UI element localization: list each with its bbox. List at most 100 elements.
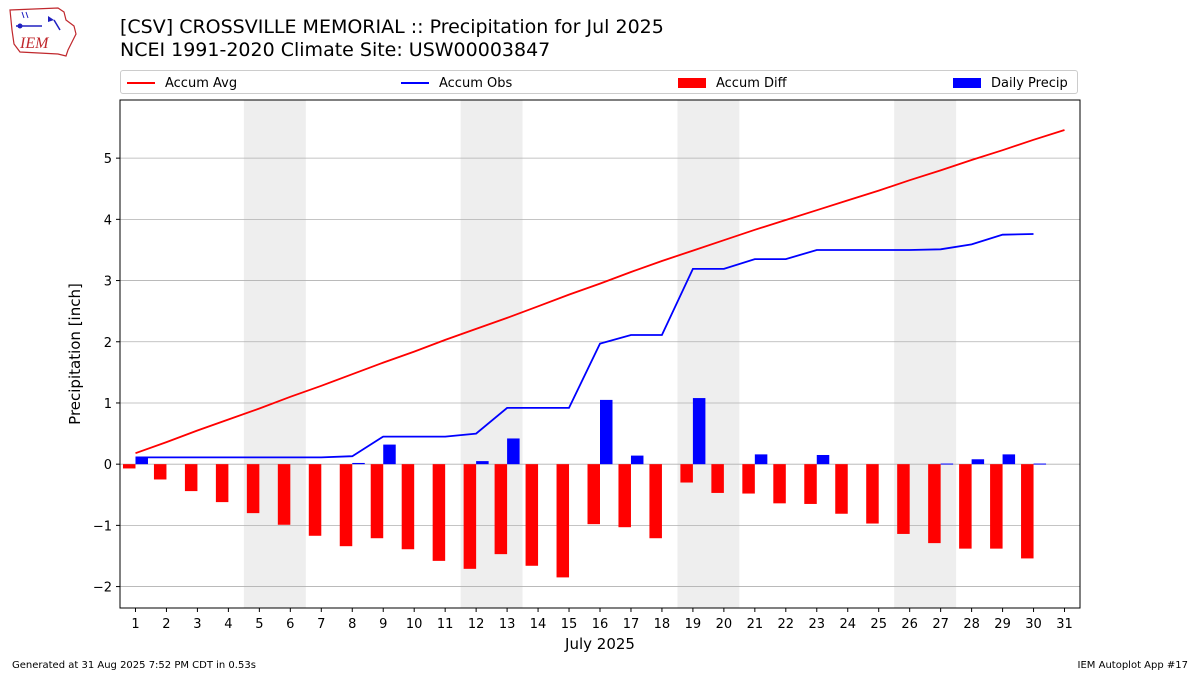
x-tick-label: 31 (1056, 617, 1073, 632)
legend-item-accum-diff: Accum Diff (678, 71, 787, 95)
x-tick-label: 29 (994, 617, 1011, 632)
accum-diff-bar (959, 464, 972, 549)
legend-label: Daily Precip (991, 75, 1068, 91)
generated-timestamp: Generated at 31 Aug 2025 7:52 PM CDT in … (12, 660, 256, 671)
daily-precip-bar (352, 462, 365, 465)
accum-diff-bar (339, 464, 353, 547)
accum-avg-line (135, 129, 1065, 455)
legend-swatch (127, 82, 155, 84)
daily-precip-bar (940, 463, 954, 465)
x-tick-label: 21 (747, 617, 764, 632)
x-tick-label: 28 (963, 617, 980, 632)
x-tick-label: 4 (224, 617, 232, 632)
daily-precip-bar (383, 444, 396, 465)
accum-diff-bar (277, 464, 291, 525)
y-tick-label: −1 (93, 519, 112, 534)
x-tick-label: 9 (379, 617, 387, 632)
accum-diff-bar (494, 464, 508, 555)
legend-item-accum-obs: Accum Obs (401, 71, 512, 95)
legend-swatch (401, 82, 429, 84)
x-axis-label: July 2025 (564, 635, 635, 653)
daily-precip-bar (754, 454, 768, 465)
legend-item-daily-precip: Daily Precip (953, 71, 1068, 95)
accum-diff-bar (711, 464, 724, 493)
accum-diff-bar (370, 464, 384, 539)
accum-diff-bar (184, 464, 198, 492)
accum-diff-bar (649, 464, 662, 539)
x-tick-label: 26 (901, 617, 918, 632)
accum-diff-bar (122, 464, 136, 469)
x-tick-label: 17 (623, 617, 640, 632)
x-tick-label: 15 (561, 617, 578, 632)
y-tick-label: 4 (104, 213, 112, 228)
logo-text: IEM (19, 35, 50, 52)
x-tick-label: 25 (870, 617, 887, 632)
accum-diff-bar (618, 464, 631, 528)
accum-diff-bar (525, 464, 539, 566)
daily-precip-bar (476, 461, 489, 465)
daily-precip-bar (135, 457, 148, 465)
accum-diff-bar (246, 464, 260, 514)
accum-diff-bar (215, 464, 229, 503)
x-tick-label: 20 (716, 617, 733, 632)
legend-label: Accum Avg (165, 75, 238, 91)
accum-diff-bar (990, 464, 1003, 549)
x-tick-label: 12 (468, 617, 485, 632)
accum-diff-bar (897, 464, 910, 534)
weekend-shade (243, 100, 306, 608)
accum-diff-bar (835, 464, 848, 514)
x-tick-label: 27 (932, 617, 949, 632)
weekend-shade (677, 100, 740, 608)
y-tick-label: −2 (93, 581, 112, 596)
legend-swatch (678, 78, 706, 88)
accum-diff-bar (773, 464, 786, 504)
accum-diff-bar (556, 464, 570, 578)
y-axis-label: Precipitation [inch] (66, 283, 84, 425)
accum-obs-line (135, 233, 1034, 459)
y-tick-label: 5 (104, 152, 112, 167)
chart-subtitle: NCEI 1991-2020 Climate Site: USW00003847 (120, 39, 551, 61)
x-tick-label: 1 (131, 617, 139, 632)
x-tick-label: 8 (348, 617, 356, 632)
legend-label: Accum Obs (439, 75, 513, 91)
daily-precip-bar (816, 454, 830, 465)
accum-diff-bar (401, 464, 415, 550)
iem-logo: IEM (8, 6, 80, 58)
x-tick-label: 13 (499, 617, 516, 632)
x-tick-label: 23 (809, 617, 826, 632)
daily-precip-bar (971, 459, 985, 465)
legend-item-accum-avg: Accum Avg (127, 71, 237, 95)
daily-precip-bar (1033, 463, 1047, 465)
accum-diff-bar (928, 464, 941, 544)
accum-diff-bar (680, 464, 693, 483)
x-tick-label: 19 (685, 617, 702, 632)
daily-precip-bar (692, 398, 706, 465)
daily-precip-bar (600, 399, 613, 465)
accum-diff-bar (866, 464, 879, 524)
x-tick-label: 24 (839, 617, 856, 632)
daily-precip-bar (507, 438, 520, 465)
accum-diff-bar (742, 464, 755, 494)
y-tick-label: 3 (104, 275, 112, 290)
x-tick-label: 7 (317, 617, 325, 632)
chart-legend: Accum Avg Accum Obs Accum Diff Daily Pre… (120, 70, 1078, 94)
x-tick-label: 2 (162, 617, 170, 632)
app-credit: IEM Autoplot App #17 (1077, 660, 1188, 671)
x-tick-label: 18 (654, 617, 671, 632)
accum-diff-bar (1021, 464, 1034, 559)
iowa-weather-logo-icon: IEM (9, 7, 77, 57)
accum-diff-bar (463, 464, 477, 569)
daily-precip-bar (630, 455, 644, 465)
accum-diff-bar (153, 464, 167, 480)
x-tick-label: 22 (778, 617, 795, 632)
x-tick-label: 5 (255, 617, 263, 632)
daily-precip-bar (1002, 454, 1016, 465)
x-tick-label: 6 (286, 617, 294, 632)
chart-title: [CSV] CROSSVILLE MEMORIAL :: Precipitati… (120, 16, 664, 38)
x-tick-label: 3 (193, 617, 201, 632)
x-tick-label: 16 (592, 617, 609, 632)
accum-diff-bar (587, 464, 600, 525)
accum-diff-bar (804, 464, 817, 504)
x-tick-label: 10 (406, 617, 423, 632)
